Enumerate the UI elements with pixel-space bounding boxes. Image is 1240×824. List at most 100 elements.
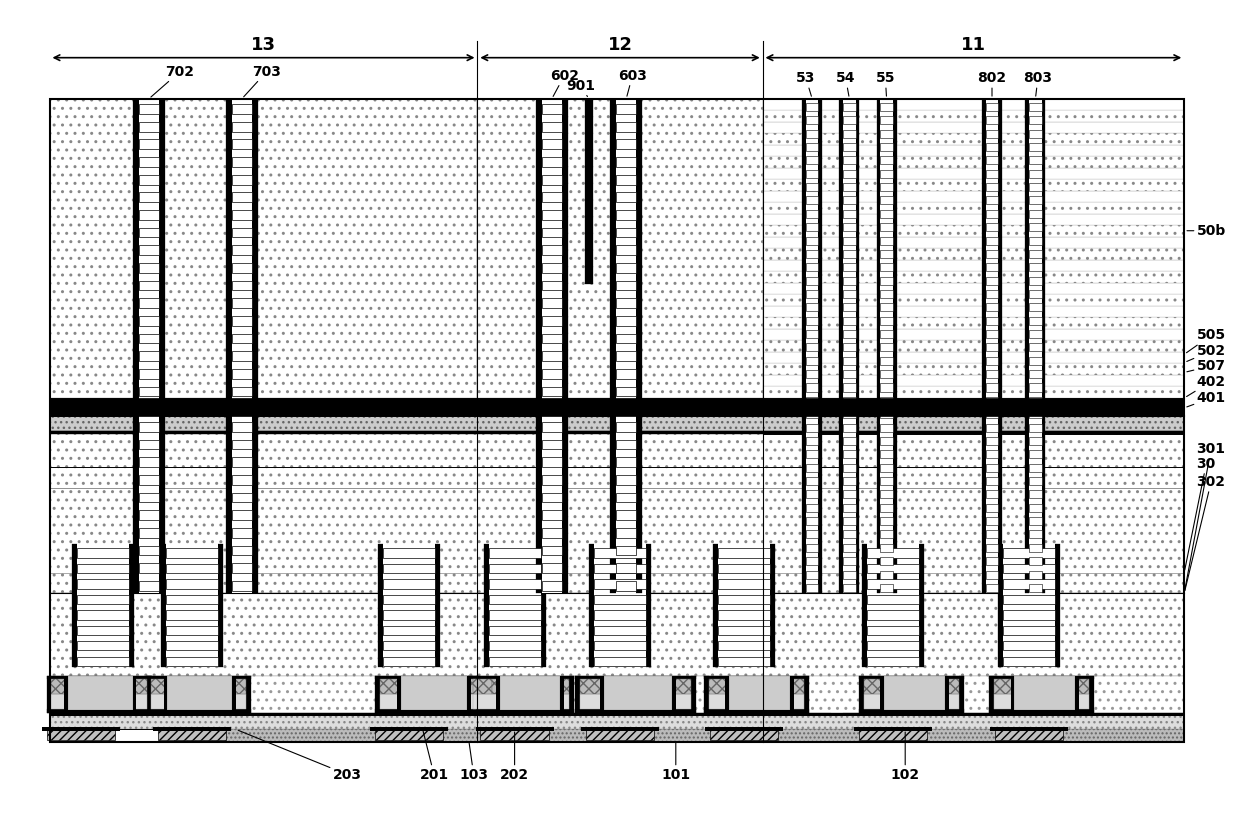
Bar [47, 676, 151, 679]
Bar [475, 727, 553, 731]
Bar [542, 139, 562, 149]
Bar [843, 157, 856, 164]
Bar [159, 729, 226, 740]
Bar [536, 99, 542, 593]
Bar [806, 397, 818, 405]
Bar [500, 676, 560, 710]
Bar [232, 139, 252, 149]
Bar [990, 676, 994, 713]
Bar [843, 424, 856, 432]
Bar [806, 99, 818, 593]
Bar [600, 676, 604, 713]
Bar [709, 679, 728, 695]
Bar [763, 294, 1184, 306]
Bar [990, 709, 1095, 713]
Bar [880, 143, 893, 151]
Bar [1029, 544, 1042, 552]
Bar [880, 263, 893, 271]
Text: 11: 11 [961, 36, 986, 54]
Text: 505: 505 [1187, 329, 1225, 353]
Bar [139, 351, 159, 361]
Bar [374, 676, 480, 679]
Bar [1052, 679, 1070, 695]
Bar [880, 490, 893, 499]
Bar [232, 676, 236, 713]
Bar [77, 611, 129, 620]
Bar [374, 709, 480, 713]
Bar [166, 625, 218, 635]
Bar [232, 157, 252, 167]
Bar [383, 544, 435, 667]
Bar [594, 611, 646, 620]
Bar [542, 175, 562, 185]
Bar [880, 236, 893, 245]
Bar [139, 316, 159, 325]
Bar [766, 679, 785, 695]
Bar [806, 503, 818, 512]
Bar [986, 450, 998, 458]
Bar [469, 709, 573, 713]
Bar [542, 193, 562, 202]
Bar [153, 727, 231, 731]
Bar [880, 183, 893, 191]
Bar [139, 334, 159, 344]
Text: 203: 203 [238, 730, 362, 781]
Bar [806, 490, 818, 499]
Bar [511, 679, 531, 695]
Bar [806, 103, 818, 111]
Bar [232, 493, 252, 503]
Bar [880, 370, 893, 378]
Text: 602: 602 [549, 69, 579, 96]
Bar [232, 405, 252, 414]
Bar [418, 679, 438, 695]
Bar [166, 544, 218, 667]
Bar [1029, 490, 1042, 499]
Bar [383, 657, 435, 666]
Bar [806, 170, 818, 178]
Bar [531, 679, 549, 695]
Bar [166, 564, 218, 574]
Bar [50, 431, 1184, 434]
Bar [763, 214, 1184, 226]
Bar [616, 386, 636, 396]
Bar [47, 729, 114, 740]
Bar [397, 710, 471, 713]
Bar [542, 422, 562, 432]
Bar [763, 340, 1184, 352]
Bar [880, 170, 893, 178]
Bar [880, 676, 884, 713]
Bar [1029, 397, 1042, 405]
Bar [986, 584, 998, 592]
Bar [616, 227, 636, 237]
Bar [880, 557, 893, 565]
Bar [763, 306, 1184, 317]
Bar [806, 464, 818, 471]
Text: 13: 13 [250, 36, 277, 54]
Bar [986, 424, 998, 432]
Bar [594, 549, 646, 558]
Bar [806, 290, 818, 298]
Bar [166, 611, 218, 620]
Bar [589, 544, 594, 667]
Bar [986, 236, 998, 245]
Bar [843, 116, 856, 124]
Bar [77, 641, 129, 650]
Bar [139, 457, 159, 467]
Bar [1029, 103, 1042, 111]
Bar [839, 99, 843, 593]
Bar [843, 544, 856, 552]
Bar [986, 99, 998, 593]
Text: 702: 702 [151, 65, 195, 97]
Bar [843, 99, 856, 593]
Bar [252, 99, 258, 593]
Bar [475, 676, 480, 713]
Bar [77, 657, 129, 666]
Bar [542, 545, 562, 555]
Bar [806, 584, 818, 592]
Bar [1029, 410, 1042, 419]
Bar [806, 437, 818, 445]
Bar [1029, 477, 1042, 485]
Bar [232, 510, 252, 520]
Bar [691, 676, 696, 713]
Bar [616, 263, 636, 273]
